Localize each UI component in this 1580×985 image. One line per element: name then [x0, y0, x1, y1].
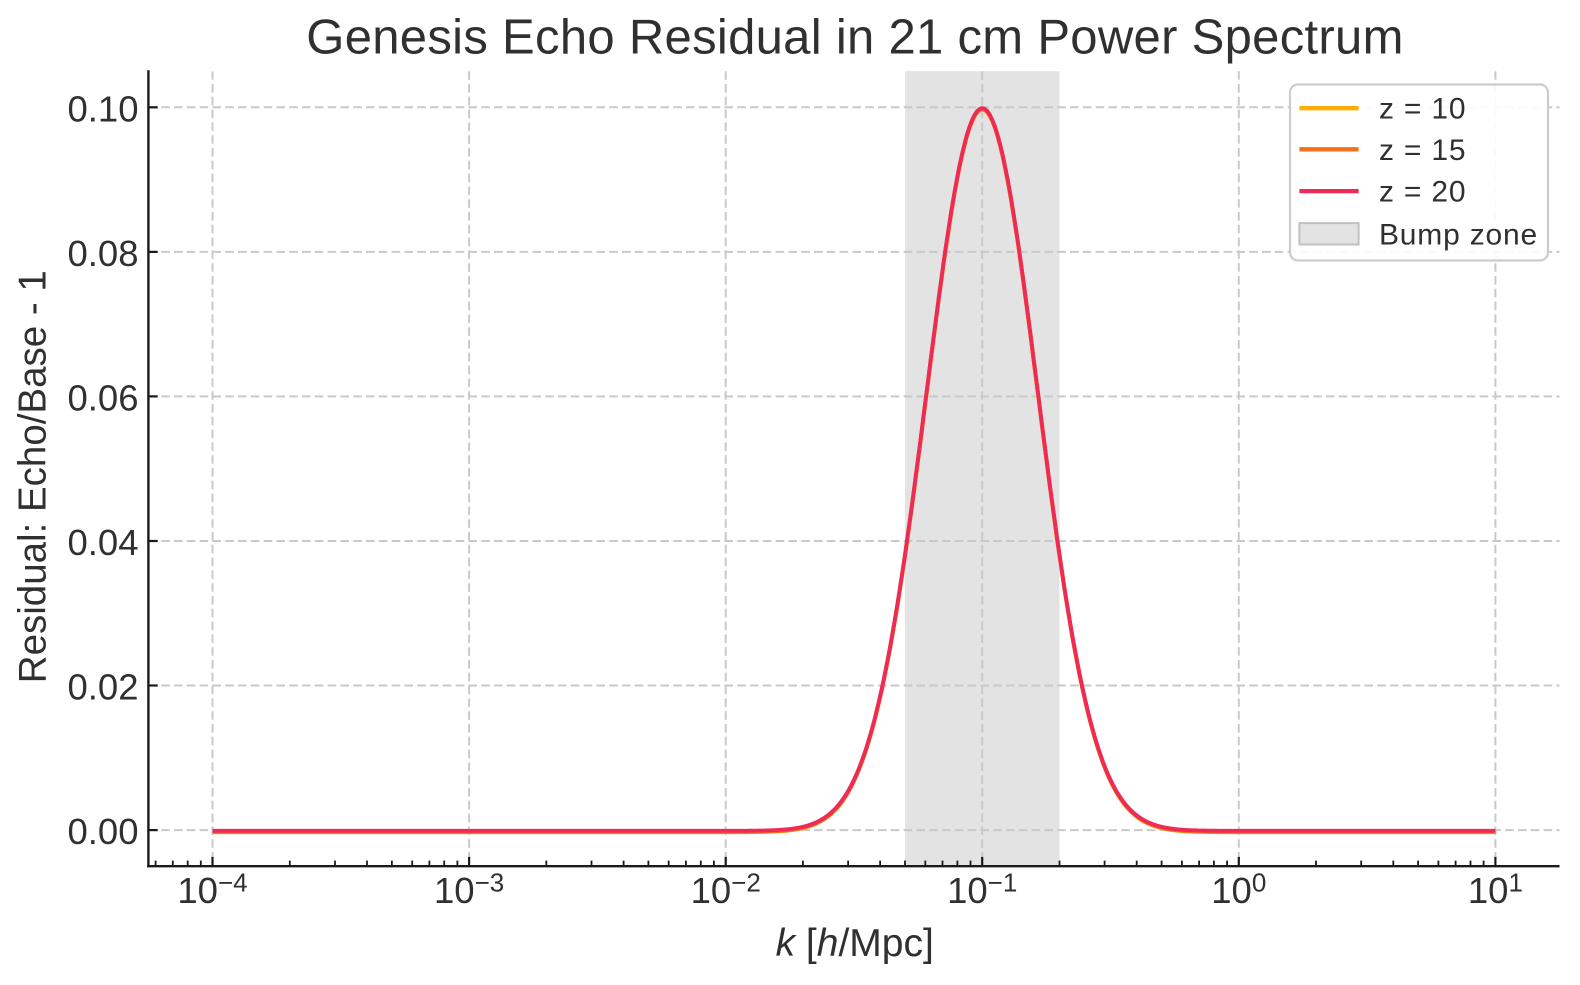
svg-text:0.00: 0.00 [67, 811, 138, 852]
svg-text:0.02: 0.02 [67, 667, 138, 708]
svg-text:z = 10: z = 10 [1379, 93, 1466, 126]
svg-text:0.06: 0.06 [67, 377, 138, 418]
svg-text:0.10: 0.10 [67, 88, 138, 129]
svg-text:Genesis Echo Residual in 21 cm: Genesis Echo Residual in 21 cm Power Spe… [306, 11, 1403, 65]
svg-text:k [h/Mpc]: k [h/Mpc] [776, 922, 934, 965]
svg-text:10−4: 10−4 [177, 868, 247, 912]
svg-text:z = 15: z = 15 [1379, 134, 1466, 167]
svg-text:0.04: 0.04 [67, 522, 138, 563]
svg-text:Residual: Echo/Base - 1: Residual: Echo/Base - 1 [12, 270, 55, 683]
svg-text:Bump zone: Bump zone [1379, 218, 1538, 251]
svg-text:0.08: 0.08 [67, 233, 138, 274]
svg-text:100: 100 [1211, 868, 1266, 912]
svg-text:z = 20: z = 20 [1379, 176, 1466, 209]
